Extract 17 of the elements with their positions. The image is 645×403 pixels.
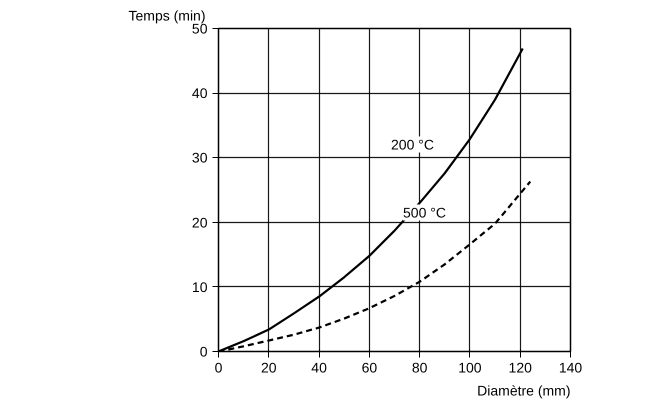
x-tick-label: 0 [214,360,223,376]
x-tick-label: 80 [412,360,428,376]
y-tick-label: 10 [192,278,208,295]
y-tick-label: 20 [192,214,208,230]
x-tick-label: 140 [558,360,582,376]
annotation: 500 °C [403,204,446,220]
y-axis-title: Temps (min) [128,8,206,24]
x-axis-title: Diamètre (mm) [477,382,571,398]
x-tick-label: 20 [261,360,277,376]
y-tick-label: 30 [192,150,208,166]
x-tick-label: 100 [458,360,482,376]
annotation: 200 °C [391,136,434,152]
x-tick-label: 120 [508,360,532,376]
y-tick-label: 0 [200,344,208,360]
x-tick-label: 60 [362,360,378,376]
y-tick-label: 40 [192,85,208,102]
x-tick-label: 40 [311,360,328,376]
